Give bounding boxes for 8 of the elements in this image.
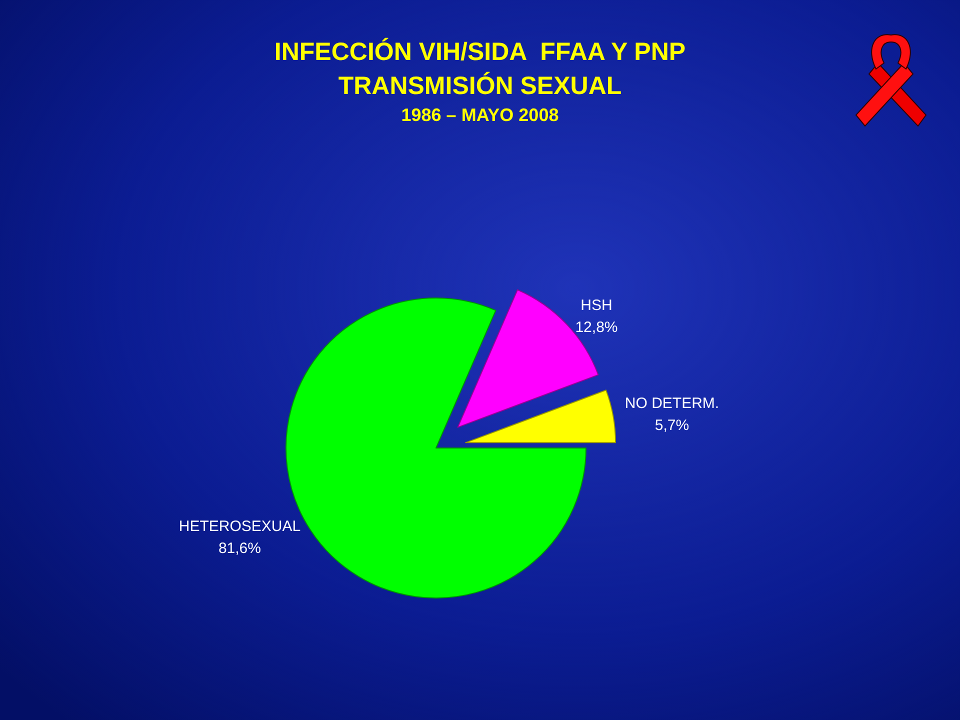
slice-label: HETEROSEXUAL — [178, 518, 301, 535]
chart-title: INFECCIÓN VIH/SIDA FFAA Y PNP TRANSMISIÓN SEXUAL — [274, 37, 686, 100]
data-label: 12,8% — [575, 318, 618, 336]
data-label: 5,7% — [654, 416, 690, 434]
slice-label: NO DETERM. — [624, 394, 720, 412]
data-label: 81,6% — [218, 540, 261, 557]
chart-subtitle: 1986 – MAYO 2008 — [401, 105, 559, 125]
slice-label: HSH — [580, 296, 612, 314]
